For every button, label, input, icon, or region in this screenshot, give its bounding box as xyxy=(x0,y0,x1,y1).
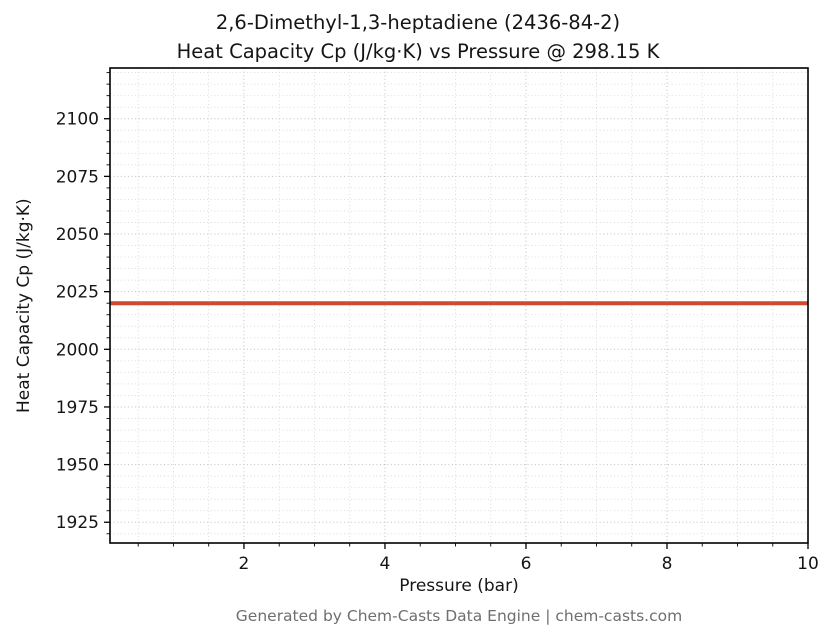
y-tick-label: 1950 xyxy=(56,456,99,476)
y-tick-label: 2100 xyxy=(56,110,99,130)
x-tick-label: 6 xyxy=(521,554,532,574)
x-tick-label: 10 xyxy=(797,554,819,574)
y-tick-label: 2025 xyxy=(56,283,99,303)
x-tick-label: 2 xyxy=(239,554,250,574)
chart-title: 2,6-Dimethyl-1,3-heptadiene (2436-84-2) … xyxy=(0,8,836,66)
x-axis-label: Pressure (bar) xyxy=(399,576,519,596)
y-tick-label: 2075 xyxy=(56,167,99,187)
y-tick-label: 1925 xyxy=(56,513,99,533)
y-tick-label: 1975 xyxy=(56,398,99,418)
y-tick-label: 2050 xyxy=(56,225,99,245)
y-axis-label: Heat Capacity Cp (J/kg·K) xyxy=(14,198,34,413)
chart-title-line2: Heat Capacity Cp (J/kg·K) vs Pressure @ … xyxy=(176,40,660,63)
y-tick-label: 2000 xyxy=(56,340,99,360)
chart-title-line1: 2,6-Dimethyl-1,3-heptadiene (2436-84-2) xyxy=(215,11,621,34)
x-tick-label: 8 xyxy=(662,554,673,574)
x-tick-label: 4 xyxy=(380,554,391,574)
footer-credit: Generated by Chem-Casts Data Engine | ch… xyxy=(235,607,683,625)
